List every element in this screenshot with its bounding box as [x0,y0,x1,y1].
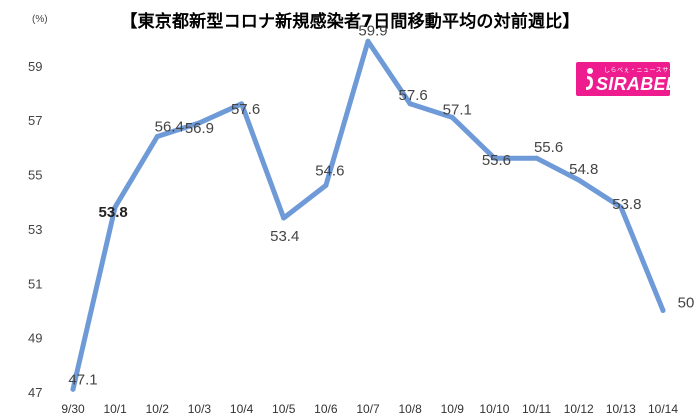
x-tick-label: 10/11 [522,402,551,416]
y-tick-label: 47 [28,385,42,400]
data-point [196,120,202,126]
data-point [154,133,160,139]
x-tick-label: 10/6 [314,402,338,416]
logo-mark-icon [586,68,593,90]
data-point [239,101,245,107]
data-label: 56.4 [155,118,184,135]
logo-tagline: しらべぇ・ニュースサイト [604,67,670,74]
data-labels: 47.1 53.8 56.4 56.9 57.6 53.4 54.6 59.9 57.6 57.1… [68,22,694,388]
x-tick-label: 10/1 [103,402,127,416]
x-tick-label: 10/2 [146,402,170,416]
x-tick-label: 10/4 [230,402,254,416]
x-tick-label: 10/8 [398,402,422,416]
data-point [491,155,497,161]
y-tick-label: 53 [28,222,42,237]
data-point [576,177,582,183]
data-label: 55.6 [534,139,563,156]
sirabee-logo: しらべぇ・ニュースサイト SIRABEE [576,62,670,96]
data-point [323,182,329,188]
x-tick-label: 10/12 [564,402,594,416]
y-axis-unit: (%) [32,14,48,25]
x-tick-label: 10/10 [479,402,509,416]
data-point [407,101,413,107]
data-point [70,386,76,392]
data-label: 57.1 [443,101,472,118]
x-tick-label: 10/5 [272,402,296,416]
data-label: 57.6 [231,101,260,118]
x-tick-label: 9/30 [61,402,85,416]
y-tick-label: 51 [28,276,42,291]
x-tick-label: 10/9 [441,402,465,416]
data-label: 54.8 [569,161,598,178]
data-label: 55.6 [482,152,511,169]
data-point [281,215,287,221]
x-tick-label: 10/3 [188,402,212,416]
y-tick-label: 57 [28,113,42,128]
data-label: 53.4 [270,228,299,245]
series-group [70,38,666,392]
data-point [112,204,118,210]
chart-title: 【東京都新型コロナ新規感染者7日間移動平均の対前週比】 [120,12,580,32]
data-label: 56.9 [185,120,214,137]
data-label: 54.6 [315,162,344,179]
x-axis: 9/30 10/1 10/2 10/3 10/4 10/5 10/6 10/7 10/8 10/9… [61,402,678,416]
data-label: 57.6 [399,87,428,104]
data-point [449,114,455,120]
data-label: 47.1 [68,371,97,388]
data-label: 59.9 [358,22,387,39]
logo-text: SIRABEE [596,74,670,94]
data-point [660,307,666,313]
y-tick-label: 59 [28,59,42,74]
y-axis: (%) 47 49 51 53 55 57 59 [28,14,48,400]
data-point [534,155,540,161]
data-label: 53.8 [99,204,128,221]
series-line [70,38,666,392]
y-tick-label: 55 [28,168,42,183]
x-tick-label: 10/13 [606,402,636,416]
x-tick-label: 10/14 [648,402,678,416]
data-label: 53.8 [612,196,641,213]
data-point [365,38,371,44]
data-point [618,204,624,210]
y-tick-label: 49 [28,331,42,346]
data-label: 50 [678,294,695,311]
x-tick-label: 10/7 [356,402,380,416]
